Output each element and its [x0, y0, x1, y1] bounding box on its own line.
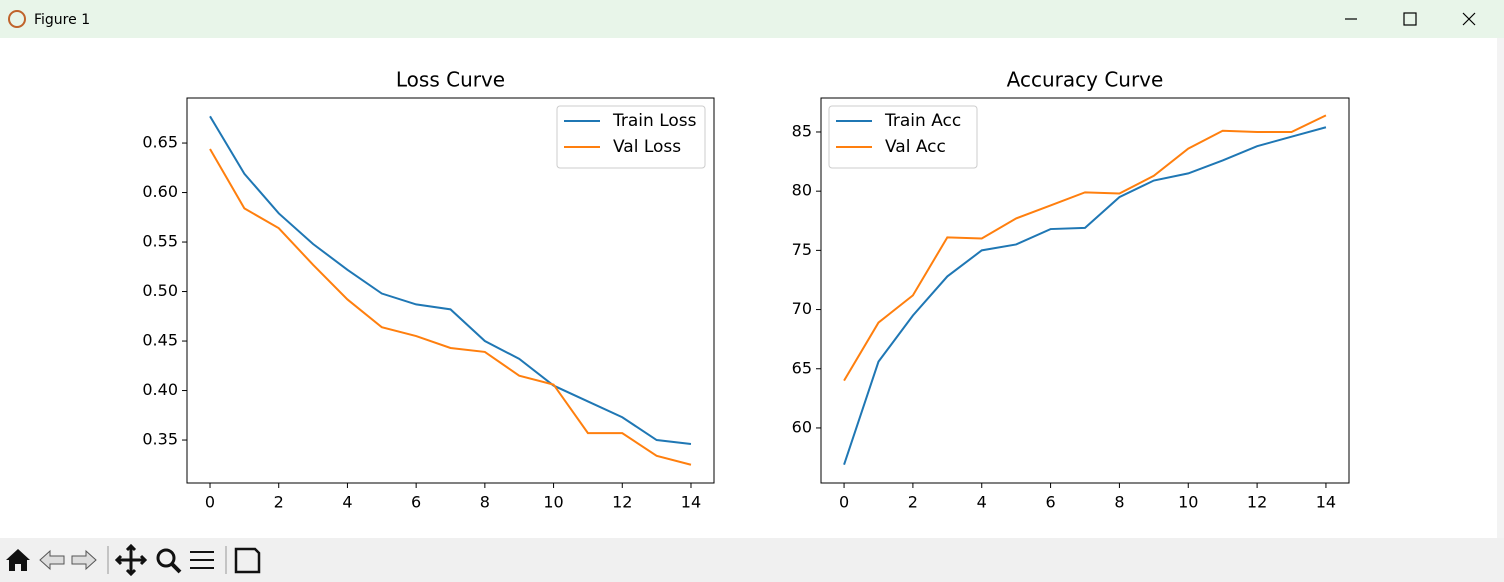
y-tick-label: 0.40 [142, 380, 178, 399]
x-tick-label: 10 [543, 493, 563, 512]
x-tick-label: 6 [1045, 493, 1055, 512]
legend-label: Train Loss [612, 111, 697, 131]
close-button[interactable] [1462, 12, 1476, 26]
legend-label: Train Acc [884, 111, 961, 131]
y-tick-label: 75 [792, 240, 812, 259]
x-tick-label: 4 [977, 493, 987, 512]
x-tick-label: 12 [1247, 493, 1267, 512]
save-button[interactable] [234, 547, 261, 574]
x-tick-label: 4 [342, 493, 352, 512]
x-tick-label: 12 [612, 493, 632, 512]
legend: Train Loss Val Loss [556, 105, 706, 169]
x-tick-label: 0 [839, 493, 849, 512]
chart-title: Loss Curve [396, 68, 505, 92]
legend-label: Val Acc [885, 137, 946, 157]
forward-button[interactable] [71, 549, 97, 571]
legend-label: Val Loss [613, 137, 681, 157]
y-tick-label: 80 [792, 181, 812, 200]
x-tick-label: 0 [205, 493, 215, 512]
x-tick-label: 6 [411, 493, 421, 512]
y-tick-label: 0.45 [142, 331, 178, 350]
data-line [843, 126, 1327, 465]
chart-title: Accuracy Curve [1007, 68, 1164, 92]
y-tick-label: 0.60 [142, 182, 178, 201]
zoom-handle [170, 562, 182, 574]
x-tick-label: 2 [908, 493, 918, 512]
x-tick-label: 14 [681, 493, 701, 512]
y-tick-label: 0.35 [142, 430, 178, 449]
background-strip [1497, 38, 1504, 538]
app-icon [8, 10, 26, 28]
toolbar-icons [6, 543, 261, 577]
zoom-button[interactable] [156, 548, 176, 568]
x-tick-label: 14 [1316, 493, 1336, 512]
x-tick-label: 8 [1114, 493, 1124, 512]
legend: Train Acc Val Acc [828, 105, 978, 169]
data-line [843, 114, 1327, 382]
plot-frame [186, 97, 715, 484]
plot-frame [820, 97, 1350, 484]
toolbar [0, 538, 1504, 582]
y-tick-label: 0.65 [142, 133, 178, 152]
x-tick-label: 8 [480, 493, 490, 512]
data-line [209, 148, 692, 466]
window-title: Figure 1 [34, 12, 90, 28]
maximize-button[interactable] [1403, 12, 1417, 26]
y-tick-label: 60 [792, 417, 812, 436]
home-button[interactable] [6, 549, 30, 571]
pan-button[interactable] [114, 543, 148, 577]
back-button[interactable] [39, 549, 65, 571]
title-bar [0, 0, 1504, 38]
data-line [209, 115, 692, 445]
x-tick-label: 10 [1178, 493, 1198, 512]
y-tick-label: 0.50 [142, 281, 178, 300]
y-tick-label: 70 [792, 299, 812, 318]
y-tick-label: 65 [792, 358, 812, 377]
y-tick-label: 85 [792, 121, 812, 140]
y-tick-label: 0.55 [142, 232, 178, 251]
configure-button[interactable] [190, 551, 214, 569]
x-tick-label: 2 [274, 493, 284, 512]
